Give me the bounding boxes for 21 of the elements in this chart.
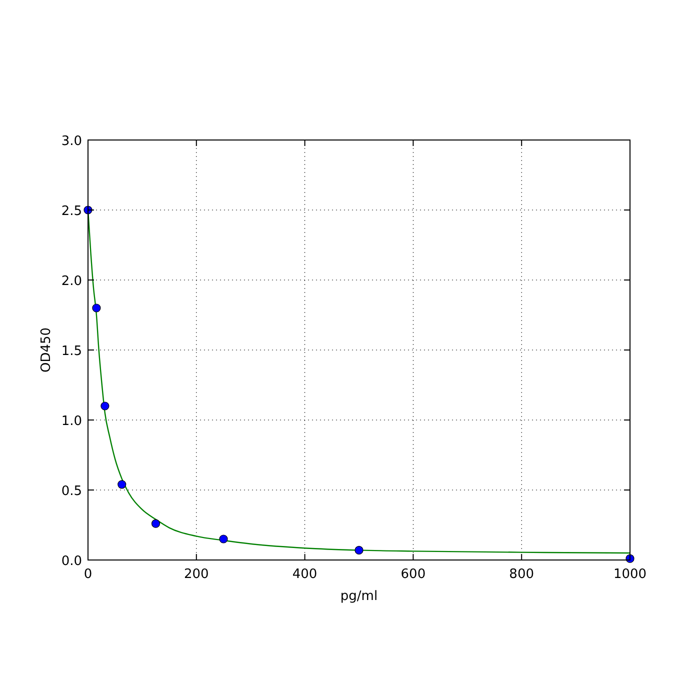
x-tick-label: 200 — [184, 567, 209, 582]
x-tick-label: 1000 — [613, 567, 647, 582]
y-tick-label: 2.5 — [61, 204, 82, 219]
point — [151, 519, 160, 528]
y-axis-title: OD450 — [39, 327, 54, 373]
point — [92, 304, 101, 312]
point — [354, 546, 364, 554]
point — [100, 402, 110, 410]
y-tick-label: 1.0 — [61, 414, 82, 429]
x-tick-label: 800 — [509, 567, 534, 582]
y-tick-label: 2.0 — [61, 274, 82, 289]
x-tick-label: 0 — [84, 567, 92, 582]
y-tick-label: 0.5 — [61, 484, 82, 499]
x-tick-label: 400 — [292, 567, 318, 582]
point — [219, 534, 228, 544]
x-axis-title: pg/ml — [340, 589, 378, 604]
y-tick-label: 3.0 — [61, 134, 82, 149]
x-tick-label: 600 — [400, 567, 426, 582]
point — [118, 480, 126, 489]
y-tick-label: 0.0 — [61, 554, 82, 569]
y-tick-label: 1.5 — [61, 344, 82, 359]
